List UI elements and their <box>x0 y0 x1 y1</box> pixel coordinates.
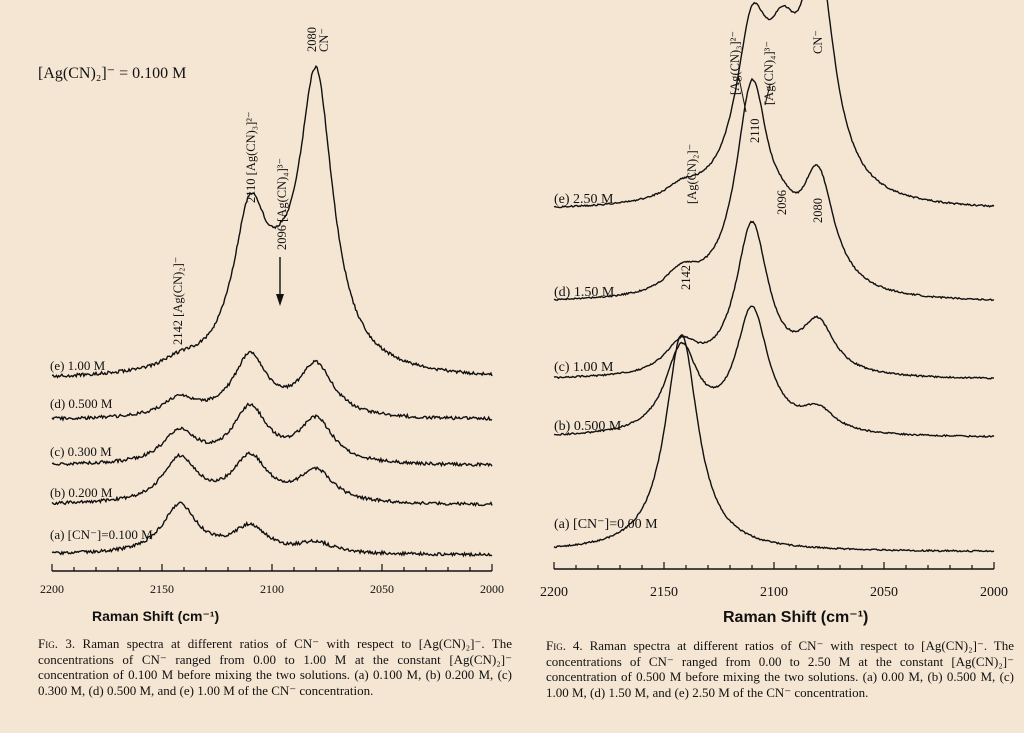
fig3-spectrum-2 <box>51 451 493 507</box>
fig3-arrow-head <box>276 294 284 306</box>
fig4-ag4-leader <box>764 84 771 106</box>
fig3-peak-2142-label: 2142 [Ag(CN)₂]⁻ <box>171 257 185 345</box>
fig4-series-label-2: (b) 0.500 M <box>554 419 622 434</box>
fig3-series-label-3: (c) 0.300 M <box>50 444 112 459</box>
fig4-series-label-4: (d) 1.50 M <box>554 285 615 300</box>
fig3-series-label-2: (b) 0.200 M <box>50 485 113 500</box>
figure-3-plot: (a) [CN⁻]=0.100 M (b) 0.200 M (c) 0.300 M (… <box>38 27 504 624</box>
fig3-peak-2096-label: 2096 [Ag(CN)₄]³⁻ <box>275 158 289 250</box>
fig3-x-tick-label-2150: 2150 <box>150 582 174 596</box>
fig4-spectrum-3 <box>553 220 995 380</box>
fig3-x-axis-title: Raman Shift (cm⁻¹) <box>92 608 219 624</box>
fig3-x-axis: 2200 2150 2100 2050 2000 <box>40 564 504 596</box>
fig3-spectra: (a) [CN⁻]=0.100 M (b) 0.200 M (c) 0.300 M (… <box>50 64 493 558</box>
fig4-x-tick-label-2200: 2200 <box>540 585 568 600</box>
fig4-spectrum-2 <box>553 305 995 439</box>
fig4-caption-text: Raman spectra at different ratios of CN⁻… <box>546 638 1014 700</box>
fig4-series-label-3: (c) 1.00 M <box>554 360 614 375</box>
fig3-x-tick-label-2000: 2000 <box>480 582 504 596</box>
fig4-spectra: (a) [CN⁻]=0.00 M (b) 0.500 M (c) 1.00 M (d)… <box>553 0 995 553</box>
fig4-peak-2080-label: 2080 <box>811 198 825 223</box>
fig3-x-tick-label-2050: 2050 <box>370 582 394 596</box>
fig3-series-label-4: (d) 0.500 M <box>50 396 113 411</box>
figure-3: (a) [CN⁻]=0.100 M (b) 0.200 M (c) 0.300 M (… <box>38 27 512 698</box>
fig3-series-label-5: (e) 1.00 M <box>50 358 106 373</box>
fig3-x-tick-label-2100: 2100 <box>260 582 284 596</box>
fig4-series-label-5: (e) 2.50 M <box>554 192 614 207</box>
fig4-series-label-1: (a) [CN⁻]=0.00 M <box>554 517 658 532</box>
fig4-ag2-label: [Ag(CN)₂]⁻ <box>685 144 699 204</box>
fig4-caption: Fig. 4. Raman spectra at different ratio… <box>546 638 1014 700</box>
fig3-peak-2080-species: CN⁻ <box>317 28 331 52</box>
fig3-spectrum-4 <box>51 350 493 422</box>
fig4-spectrum-5 <box>553 0 995 209</box>
fig4-x-tick-label-2150: 2150 <box>650 585 678 600</box>
fig3-header-annotation: [Ag(CN)₂]⁻ = 0.100 M <box>38 65 186 82</box>
fig4-x-tick-label-2100: 2100 <box>760 585 788 600</box>
fig3-caption: Fig. 3. Raman spectra at different ratio… <box>38 636 512 698</box>
fig4-caption-label: Fig. 4. <box>546 638 583 653</box>
figure-4: (a) [CN⁻]=0.00 M (b) 0.500 M (c) 1.00 M (d)… <box>512 0 1024 733</box>
fig4-peak-2096-label: 2096 <box>775 190 789 215</box>
fig4-x-axis-title: Raman Shift (cm⁻¹) <box>723 609 868 626</box>
fig4-ag3-leader <box>738 77 747 113</box>
figure-4-plot: (a) [CN⁻]=0.00 M (b) 0.500 M (c) 1.00 M (d)… <box>540 0 1008 626</box>
fig4-x-tick-label-2050: 2050 <box>870 585 898 600</box>
fig4-peak-2142-label: 2142 <box>679 265 693 290</box>
fig3-caption-text: Raman spectra at different ratios of CN⁻… <box>38 636 512 698</box>
fig4-cn-label: CN⁻ <box>811 30 825 54</box>
fig3-caption-label: Fig. 3. <box>38 636 76 651</box>
fig3-spectrum-3 <box>51 402 493 468</box>
fig3-spectrum-1 <box>51 501 493 558</box>
fig3-series-label-1: (a) [CN⁻]=0.100 M <box>50 527 153 542</box>
fig4-x-axis: 2200 2150 2100 2050 2000 <box>540 562 1008 600</box>
fig4-x-tick-label-2000: 2000 <box>980 585 1008 600</box>
fig4-spectrum-4 <box>553 77 995 302</box>
fig3-spectrum-5 <box>51 64 493 379</box>
fig3-peak-2080-value: 2080 <box>305 27 319 52</box>
fig4-ag4-label: [Ag(CN)₄]³⁻ <box>762 41 776 105</box>
fig4-peak-2110-label: 2110 <box>748 118 762 143</box>
fig4-spectrum-1 <box>553 334 995 553</box>
fig4-ag3-label: [Ag(CN)₃]²⁻ <box>728 31 742 95</box>
fig3-x-tick-label-2200: 2200 <box>40 582 64 596</box>
fig3-peak-2110-label: 2110 [Ag(CN)₃]²⁻ <box>244 111 258 203</box>
